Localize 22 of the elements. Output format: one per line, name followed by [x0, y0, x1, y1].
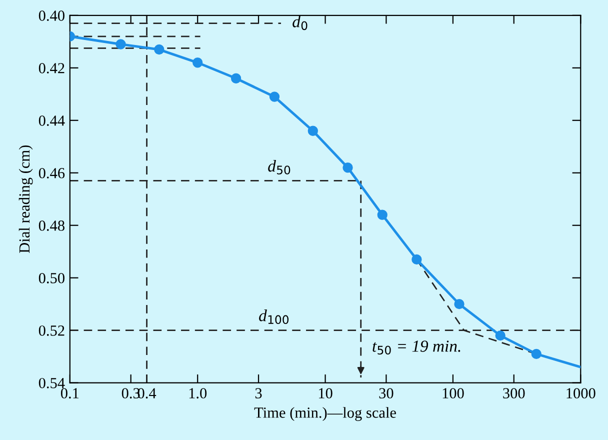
y-tick-label: 0.46: [38, 168, 65, 178]
series-label: d$_{0}$: [292, 16, 308, 30]
y-tick-label: 0.48: [38, 220, 64, 231]
x-tick-label: 30: [379, 388, 394, 398]
x-tick-label: 1.0: [189, 388, 207, 398]
y-tick-label: 0.44: [38, 116, 65, 126]
y-tick-label: 0.42: [38, 63, 64, 74]
x-tick-label: 0.1: [60, 388, 79, 398]
x-tick-label: 3: [255, 388, 262, 398]
series-label: d$_{50}$: [268, 160, 290, 174]
y-tick-label: 0.40: [38, 10, 64, 21]
x-tick-label: 300: [503, 388, 525, 398]
y-tick-label: 0.50: [38, 272, 64, 284]
y-axis-title: Dial reading (cm): [18, 145, 33, 253]
x-tick-label: 1000: [566, 388, 596, 398]
y-tick-label: 0.52: [38, 325, 64, 336]
y-tick-label: 0.54: [38, 378, 65, 388]
series-label: t$_{50}$ = 19 min.: [372, 340, 460, 355]
x-axis-title: Time (min.)—log scale: [254, 407, 396, 421]
x-tick-label: 10: [318, 388, 332, 398]
ref-line-label: d$_{100}$: [259, 310, 289, 324]
x-tick-label: 100: [442, 388, 464, 398]
